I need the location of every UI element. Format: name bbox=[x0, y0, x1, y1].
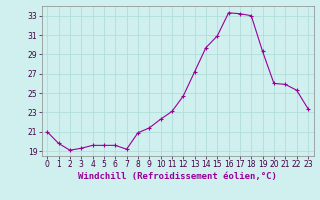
X-axis label: Windchill (Refroidissement éolien,°C): Windchill (Refroidissement éolien,°C) bbox=[78, 172, 277, 181]
